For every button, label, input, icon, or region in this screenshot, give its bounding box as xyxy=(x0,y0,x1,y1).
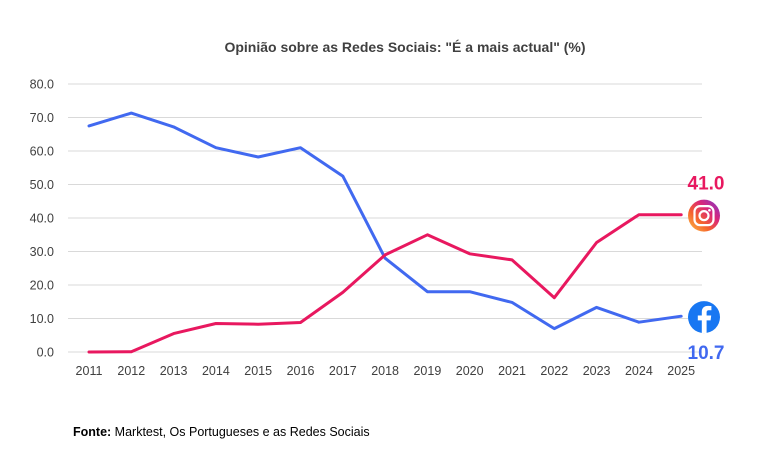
x-tick-label: 2020 xyxy=(456,364,484,378)
x-tick-label: 2022 xyxy=(540,364,568,378)
x-tick-label: 2019 xyxy=(413,364,441,378)
y-axis: 0.0 10.0 20.0 30.0 40.0 50.0 60.0 70.0 80.0 xyxy=(30,78,54,360)
x-tick-label: 2014 xyxy=(202,364,230,378)
x-tick-label: 2018 xyxy=(371,364,399,378)
x-tick-label: 2025 xyxy=(667,364,695,378)
y-tick-label: 50.0 xyxy=(30,178,54,192)
x-axis: 2011 2012 2013 2014 2015 2016 2017 2018 2019 2020… xyxy=(76,364,696,378)
end-labels: 10.7 41.0 xyxy=(688,174,725,365)
source-label: Fonte: xyxy=(73,425,112,439)
x-tick-label: 2015 xyxy=(244,364,272,378)
instagram-icon xyxy=(688,199,720,232)
y-tick-label: 80.0 xyxy=(30,78,54,92)
series-line-facebook xyxy=(87,111,683,331)
legend-icons xyxy=(688,199,720,334)
y-tick-label: 60.0 xyxy=(30,145,54,159)
y-tick-label: 10.0 xyxy=(30,312,54,326)
x-tick-label: 2016 xyxy=(287,364,315,378)
x-tick-label: 2011 xyxy=(76,364,103,378)
y-tick-label: 40.0 xyxy=(30,212,54,226)
x-tick-label: 2013 xyxy=(160,364,188,378)
x-tick-label: 2023 xyxy=(583,364,611,378)
x-tick-label: 2024 xyxy=(625,364,653,378)
end-label-instagram: 41.0 xyxy=(688,174,725,195)
series-group xyxy=(87,111,683,354)
grid xyxy=(68,83,702,353)
y-tick-label: 20.0 xyxy=(30,279,54,293)
x-tick-label: 2012 xyxy=(117,364,145,378)
chart-title: Opinião sobre as Redes Sociais: "É a mai… xyxy=(224,39,585,55)
x-tick-label: 2017 xyxy=(329,364,357,378)
y-tick-label: 30.0 xyxy=(30,245,54,259)
y-tick-label: 70.0 xyxy=(30,111,54,125)
y-tick-label: 0.0 xyxy=(37,346,54,360)
series-line-instagram xyxy=(87,213,683,354)
x-tick-label: 2021 xyxy=(498,364,526,378)
source-text: Marktest, Os Portugueses e as Redes Soci… xyxy=(111,425,370,439)
source-note: Fonte: Marktest, Os Portugueses e as Red… xyxy=(73,425,370,439)
end-label-facebook: 10.7 xyxy=(688,343,725,364)
facebook-icon xyxy=(688,301,720,334)
